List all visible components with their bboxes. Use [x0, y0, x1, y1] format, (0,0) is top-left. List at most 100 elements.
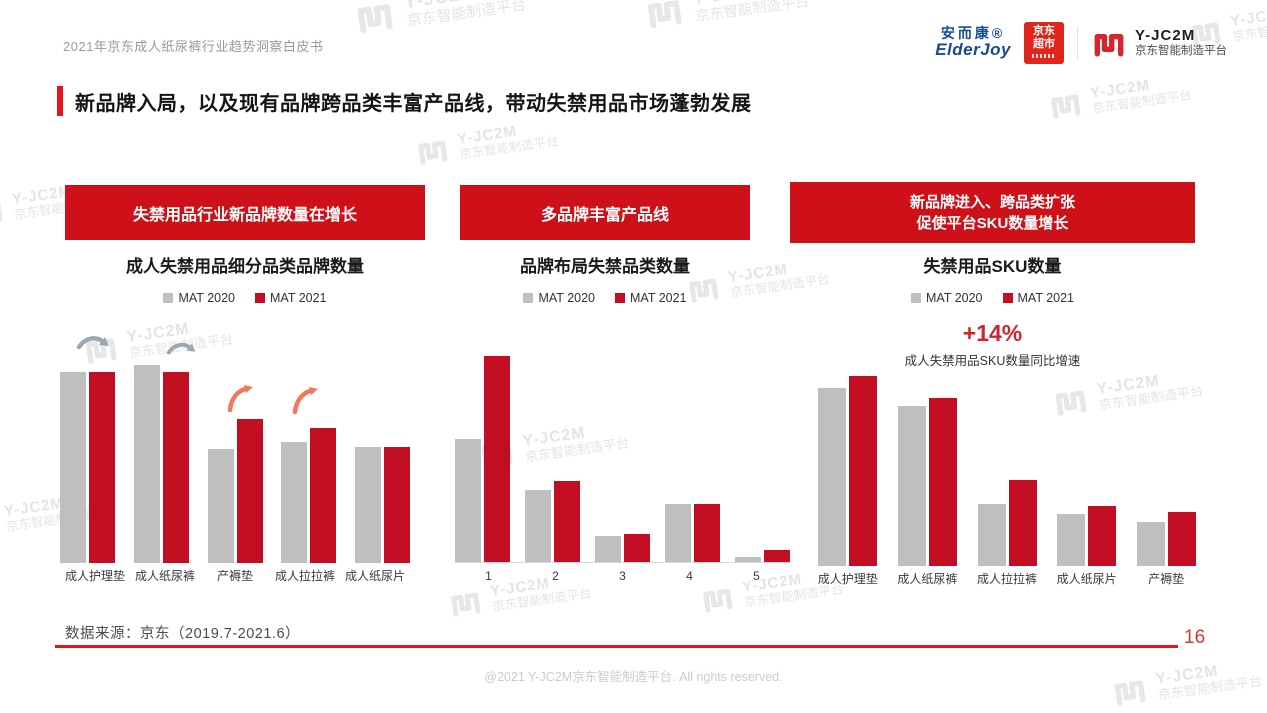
- copyright-note: @2021 Y-JC2M京东智能制造平台. All rights reserve…: [484, 670, 783, 684]
- bar-mat2020-5: [735, 557, 761, 562]
- bar-mat2020-4: [665, 504, 691, 562]
- legend-mat2020-swatch: [910, 293, 921, 303]
- bar-mat2021-3: [236, 418, 263, 563]
- banner-sku-growth-line1: 新品牌进入、跨品类扩张: [909, 193, 1075, 211]
- bar-group-1: [60, 330, 115, 563]
- bar-mat2021-1: [89, 371, 115, 563]
- bar-group-2: [897, 366, 957, 566]
- chart-brand-count: [60, 330, 410, 563]
- bar-group-4: [281, 330, 337, 563]
- elderjoy-cn-label: 安而康®: [940, 24, 1006, 41]
- chart2-title: 品牌布局失禁品类数量: [520, 257, 690, 276]
- watermark-sub: 京东智能制造平台: [1091, 88, 1193, 117]
- banner-new-brands: 失禁用品行业新品牌数量在增长: [65, 185, 425, 240]
- header-logos: 安而康® ElderJoy 京东 超市 Y-JC2M 京东智能制造平台: [935, 22, 1227, 64]
- yjc2m-logo: Y-JC2M 京东智能制造平台: [1091, 25, 1227, 61]
- data-source-note: 数据来源：京东（2019.7-2021.6）: [65, 626, 301, 642]
- chart3-legend: MAT 2020 MAT 2021: [790, 291, 1195, 305]
- watermark-name: Y-JC2M: [1089, 76, 1152, 103]
- page-title-row: 新品牌入局，以及现有品牌跨品类丰富产品线，带动失禁用品市场蓬勃发展: [57, 86, 752, 116]
- elderjoy-logo: 安而康® ElderJoy: [935, 24, 1011, 60]
- watermark-sub: 京东智能制造平台: [1231, 16, 1267, 45]
- bar-mat2021-5: [1168, 512, 1196, 566]
- bar-group-3: [977, 366, 1037, 566]
- legend-mat2021-swatch: [255, 293, 265, 303]
- legend-mat2021: MAT 2021: [615, 291, 687, 305]
- footer-accent-line: [55, 645, 1178, 648]
- category-label: 1: [485, 569, 492, 583]
- legend-mat2020: MAT 2020: [523, 291, 595, 305]
- category-label: 5: [753, 569, 760, 583]
- elderjoy-en-label: ElderJoy: [935, 40, 1011, 60]
- header-divider: [1077, 26, 1078, 60]
- legend-mat2021-label: MAT 2021: [630, 291, 687, 305]
- yjc2m-watermark-glyph-icon: [418, 140, 448, 165]
- jd-logo-line2: 超市: [1033, 38, 1055, 50]
- page-number: 16: [1184, 627, 1206, 648]
- bar-mat2020-2: [897, 406, 926, 566]
- watermark-name: Y-JC2M: [692, 0, 809, 9]
- yjc2m-glyph-icon: [1094, 34, 1124, 57]
- bar-mat2021-4: [310, 427, 337, 563]
- category-label: 成人纸尿裤: [134, 569, 195, 583]
- bar-mat2021-3: [624, 534, 650, 562]
- chart-category-count-labels: 1 2 3 4 5: [455, 569, 790, 583]
- title-accent-bar: [57, 86, 63, 116]
- chart3-title: 失禁用品SKU数量: [923, 257, 1062, 276]
- bar-mat2021-2: [928, 398, 957, 566]
- watermark-sub: 京东智能制造平台: [405, 0, 528, 31]
- category-label: 成人护理垫: [64, 569, 125, 583]
- bar-mat2020-3: [207, 448, 234, 563]
- yjc2m-watermark-glyph-icon: [647, 0, 682, 29]
- legend-mat2021-swatch: [1002, 293, 1013, 303]
- legend-mat2020-label: MAT 2020: [538, 291, 595, 305]
- bar-group-3: [595, 330, 650, 562]
- banner-sku-growth-line2: 促使平台SKU数量增长: [916, 214, 1069, 232]
- category-label: 成人纸尿片: [1056, 572, 1117, 586]
- watermark-name: Y-JC2M: [1229, 4, 1267, 31]
- doc-subtitle: 2021年京东成人纸尿裤行业趋势洞察白皮书: [63, 39, 324, 54]
- bar-mat2021-1: [484, 355, 510, 562]
- yjc2m-watermark-glyph-icon: [0, 200, 3, 225]
- bar-mat2021-3: [1008, 480, 1037, 566]
- bar-group-2: [525, 330, 580, 562]
- watermark-sub: 京东智能制造平台: [491, 586, 593, 615]
- legend-mat2021-label: MAT 2021: [270, 291, 327, 305]
- legend-mat2020: MAT 2020: [163, 291, 235, 305]
- bar-group-5: [355, 330, 410, 563]
- watermark-name: Y-JC2M: [456, 122, 519, 149]
- bar-group-2: [133, 330, 189, 563]
- bar-mat2020-4: [1057, 514, 1086, 566]
- banner-new-brands-label: 失禁用品行业新品牌数量在增长: [132, 206, 357, 224]
- legend-mat2020: MAT 2020: [910, 291, 983, 305]
- jd-supermarket-logo: 京东 超市: [1024, 22, 1064, 64]
- legend-mat2020-label: MAT 2020: [178, 291, 235, 305]
- bar-mat2021-5: [384, 446, 410, 563]
- chart-sku-count: [818, 366, 1196, 566]
- yjc2m-watermark-glyph-icon: [451, 592, 481, 617]
- bar-mat2020-5: [1137, 522, 1165, 566]
- watermark-sub: 京东智能制造平台: [694, 0, 811, 26]
- bar-group-4: [1057, 366, 1117, 566]
- chart2-legend: MAT 2020 MAT 2021: [460, 291, 750, 305]
- sku-growth-label: 成人失禁用品SKU数量同比增速: [904, 354, 1081, 368]
- trend-up-arrow-icon: [227, 385, 253, 413]
- bar-group-1: [455, 330, 510, 562]
- legend-mat2021: MAT 2021: [1002, 291, 1074, 305]
- jd-logo-fineprint: [1032, 54, 1056, 58]
- bar-mat2020-2: [525, 490, 551, 562]
- banner-multi-brand-label: 多品牌丰富产品线: [540, 206, 669, 224]
- yjc2m-watermark: Y-JC2M京东智能制造平台: [642, 0, 810, 34]
- bar-group-3: [207, 330, 263, 563]
- legend-mat2020-swatch: [163, 293, 174, 303]
- watermark-name: Y-JC2M: [403, 0, 525, 13]
- category-label: 成人纸尿片: [344, 569, 405, 583]
- bar-mat2020-1: [818, 388, 846, 566]
- bar-mat2021-5: [764, 550, 790, 562]
- bar-mat2021-4: [1088, 506, 1117, 566]
- category-label: 4: [686, 569, 693, 583]
- yjc2m-watermark: Y-JC2M京东智能制造平台: [352, 0, 528, 39]
- chart1-title: 成人失禁用品细分品类品牌数量: [126, 257, 364, 276]
